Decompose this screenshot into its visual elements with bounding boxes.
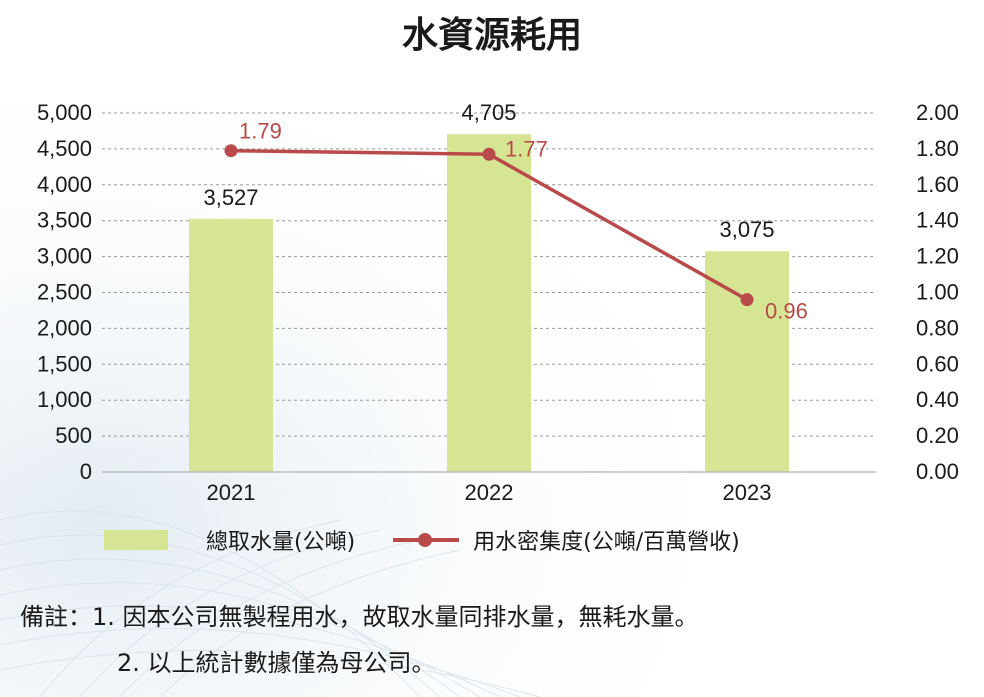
x-tick-label: 2022: [465, 480, 514, 505]
y-left-tick-label: 3,500: [37, 208, 92, 233]
legend-item-bar: 總取水量(公噸): [104, 524, 355, 556]
bar-data-label: 4,705: [461, 100, 516, 125]
note-line-1: 備註：1. 因本公司無製程用水，故取水量同排水量，無耗水量。: [20, 603, 699, 631]
y-left-tick-label: 4,000: [37, 172, 92, 197]
y-right-tick-label: 0.80: [916, 315, 959, 340]
legend-swatch-line: [393, 530, 460, 550]
y-left-tick-label: 5,000: [37, 100, 92, 125]
y-right-tick-label: 0.40: [916, 387, 959, 412]
legend-item-line: 用水密集度(公噸/百萬營收): [355, 524, 740, 556]
line-data-label: 1.77: [505, 136, 548, 161]
y-right-tick-label: 1.20: [916, 244, 959, 269]
notes: 備註：1. 因本公司無製程用水，故取水量同排水量，無耗水量。 2. 以上統計數據…: [20, 594, 699, 686]
y-left-tick-label: 3,000: [37, 244, 92, 269]
line-point: [740, 293, 754, 307]
line-point: [224, 144, 238, 158]
line-data-label: 0.96: [765, 299, 808, 324]
bar: [189, 218, 273, 472]
y-right-tick-label: 1.00: [916, 280, 959, 305]
x-tick-label: 2023: [723, 480, 772, 505]
legend-label-line: 用水密集度(公噸/百萬營收): [473, 530, 740, 555]
y-right-tick-label: 0.60: [916, 351, 959, 376]
y-right-tick-label: 1.40: [916, 208, 959, 233]
y-right-tick-label: 0.00: [916, 459, 959, 484]
bar-data-label: 3,527: [203, 185, 258, 210]
y-left-tick-label: 0: [80, 459, 92, 484]
y-right-tick-label: 1.80: [916, 136, 959, 161]
line-data-label: 1.79: [239, 119, 282, 144]
legend-label-bar: 總取水量(公噸): [206, 530, 356, 555]
x-tick-label: 2021: [207, 480, 256, 505]
y-left-tick-label: 2,000: [37, 315, 92, 340]
chart-canvas: 3,527 4,705 3,075 1.79 1.77 0.96 0 500 1,000 1,5…: [37, 100, 959, 505]
y-left-tick-label: 500: [55, 423, 92, 448]
legend-swatch-bar: [104, 530, 168, 550]
y-right-tick-label: 1.60: [916, 172, 959, 197]
y-right-tick-label: 2.00: [916, 100, 959, 125]
bar-data-label: 3,075: [719, 217, 774, 242]
y-left-tick-label: 4,500: [37, 136, 92, 161]
note-line-2: 2. 以上統計數據僅為母公司。: [117, 649, 436, 677]
y-left-tick-label: 1,000: [37, 387, 92, 412]
line-point: [482, 147, 496, 161]
bar: [705, 251, 789, 472]
y-left-tick-label: 1,500: [37, 351, 92, 376]
legend: 總取水量(公噸) 用水密集度(公噸/百萬營收): [104, 524, 740, 556]
y-right-tick-label: 0.20: [916, 423, 959, 448]
bar: [447, 134, 531, 472]
chart-title: 水資源耗用: [401, 15, 582, 56]
y-left-tick-label: 2,500: [37, 280, 92, 305]
